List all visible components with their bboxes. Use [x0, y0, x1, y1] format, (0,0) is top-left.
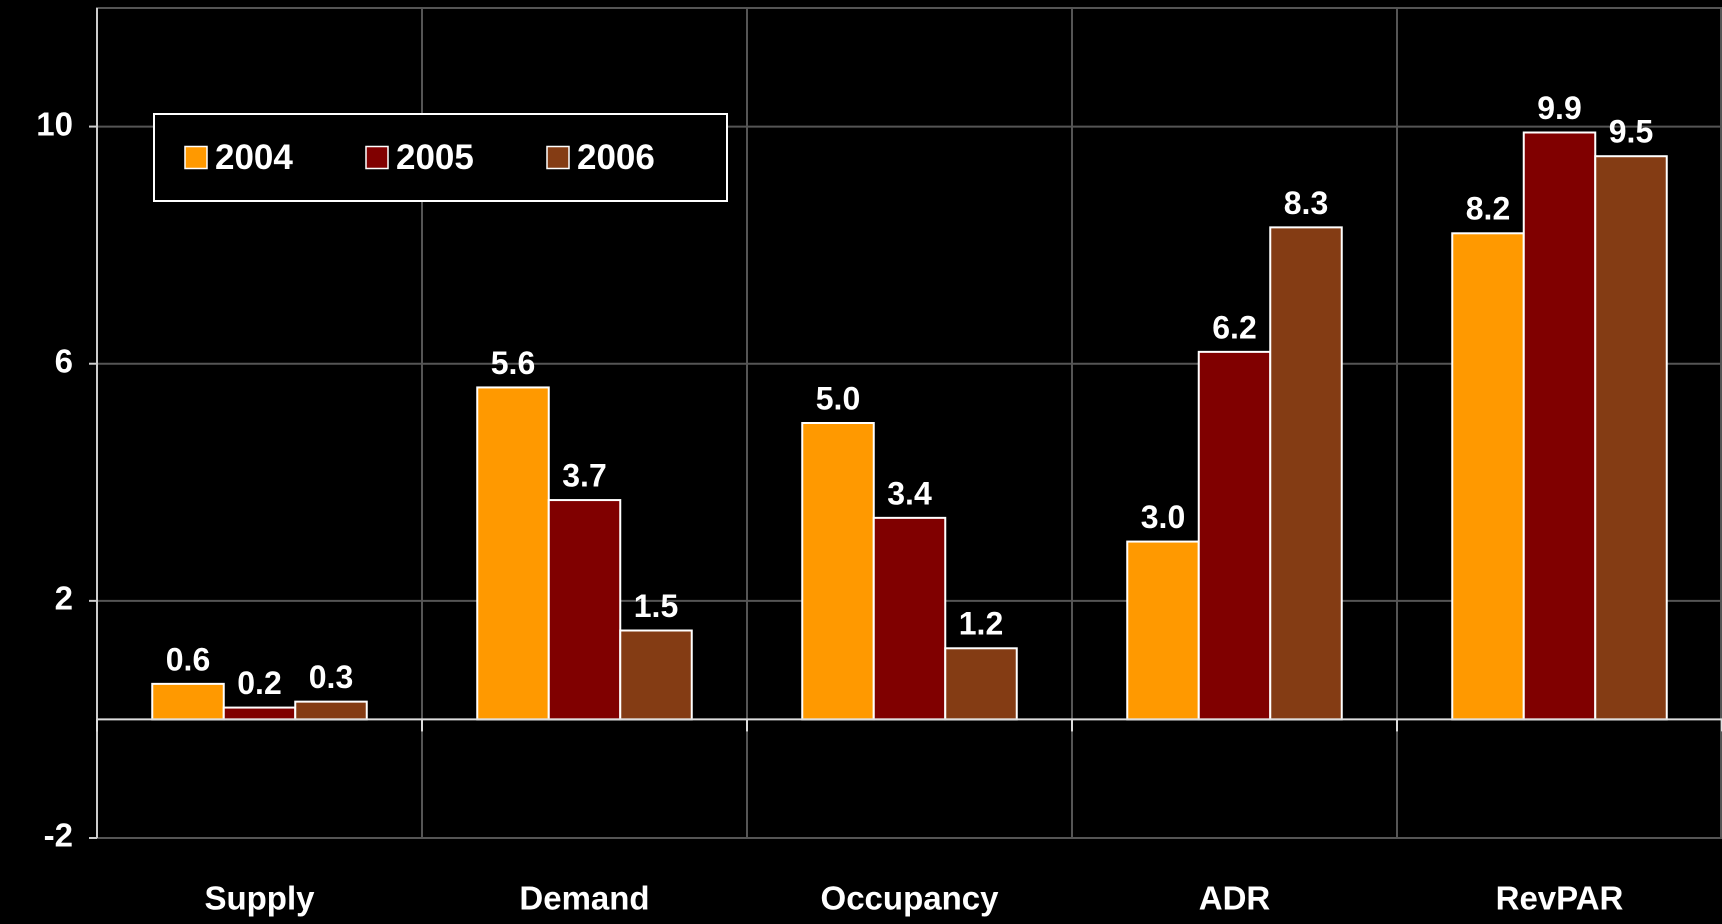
bar: [1126, 540, 1200, 721]
data-label: 0.3: [309, 659, 353, 695]
bar: [1594, 155, 1668, 721]
y-tick-label: 2: [55, 580, 73, 617]
y-tick-label: -2: [44, 817, 73, 854]
data-label: 9.9: [1537, 90, 1581, 126]
legend-swatch: [365, 145, 389, 170]
y-tick-label: 6: [55, 342, 73, 379]
x-tick-label: RevPAR: [1496, 880, 1624, 917]
legend-label: 2004: [215, 138, 293, 177]
bar: [872, 516, 947, 721]
data-label: 9.5: [1609, 114, 1653, 150]
bar: [1522, 131, 1597, 721]
legend-label: 2005: [396, 138, 474, 177]
data-label: 8.3: [1284, 185, 1328, 221]
bar: [151, 682, 225, 721]
bar: [801, 422, 875, 721]
legend-swatch: [184, 145, 208, 170]
bar: [1197, 350, 1272, 721]
data-label: 5.6: [491, 345, 535, 381]
bar: [619, 629, 693, 721]
legend-label: 2006: [577, 138, 655, 177]
bar: [944, 647, 1018, 721]
bar: [294, 700, 368, 721]
legend-swatch: [546, 145, 570, 170]
x-tick-label: Demand: [519, 880, 649, 917]
bar: [1451, 232, 1525, 721]
bar: [1269, 226, 1343, 721]
legend-box: [153, 113, 728, 202]
data-label: 1.2: [959, 606, 1003, 642]
data-label: 3.0: [1141, 499, 1185, 535]
data-label: 0.2: [237, 665, 281, 701]
data-label: 3.4: [887, 475, 932, 511]
bar: [222, 706, 297, 721]
data-label: 6.2: [1212, 309, 1256, 345]
data-label: 1.5: [634, 588, 678, 624]
data-label: 3.7: [562, 458, 606, 494]
data-label: 5.0: [816, 380, 860, 416]
bar: [547, 499, 622, 721]
data-label: 8.2: [1466, 191, 1510, 227]
y-tick-label: 10: [36, 105, 73, 142]
data-label: 0.6: [166, 641, 210, 677]
x-tick-label: Occupancy: [821, 880, 1000, 917]
bar: [476, 386, 550, 721]
x-tick-label: ADR: [1199, 880, 1271, 917]
x-tick-label: Supply: [204, 880, 315, 917]
